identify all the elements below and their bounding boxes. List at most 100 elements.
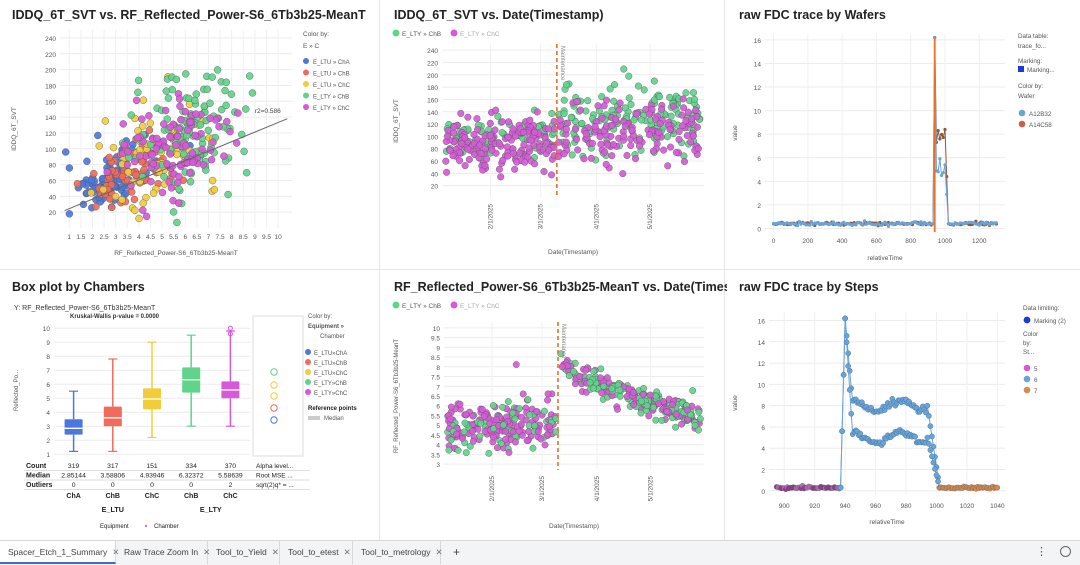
y-tick-label: 100	[45, 147, 56, 154]
x-tick-label: 960	[870, 503, 881, 510]
category-label: ChC	[223, 493, 237, 500]
scatter-point	[621, 104, 629, 112]
fdc1-panel: raw FDC trace by Wafers 0 2 4 6 8 10 12 14 16 0 20…	[727, 0, 1080, 268]
scatter-point	[692, 106, 700, 114]
time1-title: IDDQ_6T_SVT vs. Date(Timestamp)	[394, 8, 604, 22]
close-icon[interactable]: ✕	[435, 547, 443, 557]
y-tick-label: 8	[757, 132, 761, 139]
legend-item: E_LTU » ChB	[313, 72, 350, 78]
scatter-point	[186, 169, 194, 177]
tab-tool-to-etest[interactable]: Tool_to_etest ✕	[280, 541, 353, 564]
scatter-point	[192, 90, 200, 98]
scatter-point	[172, 141, 180, 149]
scatter-point	[574, 146, 582, 154]
x-tick-label: 9.5	[262, 234, 271, 241]
scatter-point	[456, 400, 464, 408]
scatter-point	[495, 165, 503, 173]
scatter-point	[543, 431, 551, 439]
trace-point	[862, 219, 867, 223]
trace-point	[929, 433, 935, 440]
more-menu-icon[interactable]: ⋮	[1036, 546, 1047, 558]
scatter-point	[544, 125, 552, 133]
scatter-point	[166, 150, 174, 158]
trace-point	[839, 428, 845, 435]
y-tick-label: 140	[427, 110, 438, 117]
trace-point	[807, 223, 812, 227]
fdc2-chart[interactable]: 0 2 4 6 8 10 12 14 16 900 920 940 960 980 1000 1020 1040…	[727, 272, 1080, 538]
close-icon[interactable]: ✕	[112, 547, 120, 557]
scatter-point	[124, 168, 132, 176]
y-tick-label: 1	[46, 452, 50, 459]
time2-chart[interactable]: E_LTY » ChB E_LTY » ChC 3 3.5 4 4.5 5 5.5 6 6.5 7 7…	[382, 272, 722, 538]
scatter-point	[61, 148, 70, 156]
scatter-point	[177, 116, 185, 124]
scatter-point	[576, 372, 584, 380]
scatter-point	[690, 95, 698, 103]
scatter-point	[616, 392, 624, 400]
trace-point	[831, 220, 836, 224]
x-tick-label: 6	[183, 234, 187, 241]
scatter-point	[131, 206, 139, 215]
globe-icon[interactable]	[1060, 546, 1071, 557]
x-tick-label: 1020	[960, 503, 975, 510]
x-tick-label: 2/1/2025	[489, 476, 496, 502]
scatter-point	[578, 119, 586, 127]
scatter-point	[504, 398, 512, 405]
trace-point	[857, 430, 864, 437]
y-tick-label: 0	[761, 489, 765, 496]
x-tick-label: 3	[114, 234, 118, 241]
close-icon[interactable]: ✕	[271, 547, 279, 557]
scatter-point	[621, 122, 629, 130]
scatter-point	[640, 385, 648, 392]
trace-point	[917, 222, 921, 226]
legend-item: A14C58	[1029, 122, 1052, 129]
close-icon[interactable]: ✕	[203, 547, 211, 557]
time1-chart[interactable]: E_LTY » ChB E_LTY » ChC 20 40 60 80 100 120 140 1…	[382, 0, 722, 268]
y-tick-label: 16	[758, 319, 766, 326]
trace-point	[938, 137, 942, 141]
tab-tool-to-yield[interactable]: Tool_to_Yield ✕	[208, 541, 280, 564]
tab-label: Tool_to_metrology	[361, 547, 431, 557]
legend-value: Marking (2)	[1034, 318, 1066, 325]
scatter-point	[562, 138, 570, 146]
trace-point	[935, 478, 941, 485]
y-tick-label: 6	[436, 404, 440, 411]
outlier-point	[227, 325, 233, 331]
trace-point	[933, 472, 940, 478]
tab-raw-trace-zoom[interactable]: Raw Trace Zoom In ✕	[116, 541, 211, 564]
box-panel: Box plot by Chambers Y: RF_Reflected_Pow…	[0, 272, 378, 538]
scatter-point	[175, 172, 183, 181]
scatter-chart[interactable]: 20 40 60 80 100 120 140 160 180 200 220 240 1 1.5 2 2.5…	[0, 0, 378, 268]
scatter-point	[526, 116, 534, 124]
y-tick-label: 7.5	[431, 375, 440, 382]
box-chart[interactable]: Y: RF_Reflected_Power-S6_6Tb3b25-MeanT Kr…	[0, 272, 378, 538]
x-axis-label: Date(Timestamp)	[548, 249, 598, 256]
scatter-point	[489, 402, 497, 409]
legend-swatch	[305, 359, 311, 365]
scatter-point	[604, 141, 612, 149]
scatter-point	[209, 138, 217, 146]
stats-cell: 151	[146, 463, 158, 470]
legend-swatch	[392, 301, 400, 309]
category-label: ChB	[106, 493, 120, 500]
scatter-point	[619, 170, 627, 178]
legend-item: E_LTU»ChA	[314, 351, 347, 357]
tab-tool-to-metrology[interactable]: Tool_to_metrology ✕	[353, 541, 443, 564]
tab-spacer-etch-summary[interactable]: Spacer_Etch_1_Summary ✕	[0, 541, 120, 564]
add-tab-button[interactable]: +	[453, 545, 461, 559]
scatter-point	[461, 134, 469, 142]
scatter-point	[571, 125, 579, 133]
scatter-point	[564, 119, 572, 127]
scatter-point	[491, 126, 499, 134]
scatter-point	[596, 374, 604, 382]
stats-cell: 2.85144	[61, 473, 86, 480]
scatter-point	[476, 432, 484, 440]
y-tick-label: 7	[46, 368, 50, 375]
scatter-point	[580, 155, 588, 163]
close-icon[interactable]: ✕	[343, 547, 351, 557]
trace-point	[924, 434, 931, 441]
scatter-point	[140, 166, 148, 174]
legend-value: Marking...	[1027, 67, 1055, 74]
legend-item: 5	[1034, 366, 1038, 373]
fdc1-chart[interactable]: 0 2 4 6 8 10 12 14 16 0 200 400 600 800 1000 1200 relati…	[727, 0, 1080, 268]
